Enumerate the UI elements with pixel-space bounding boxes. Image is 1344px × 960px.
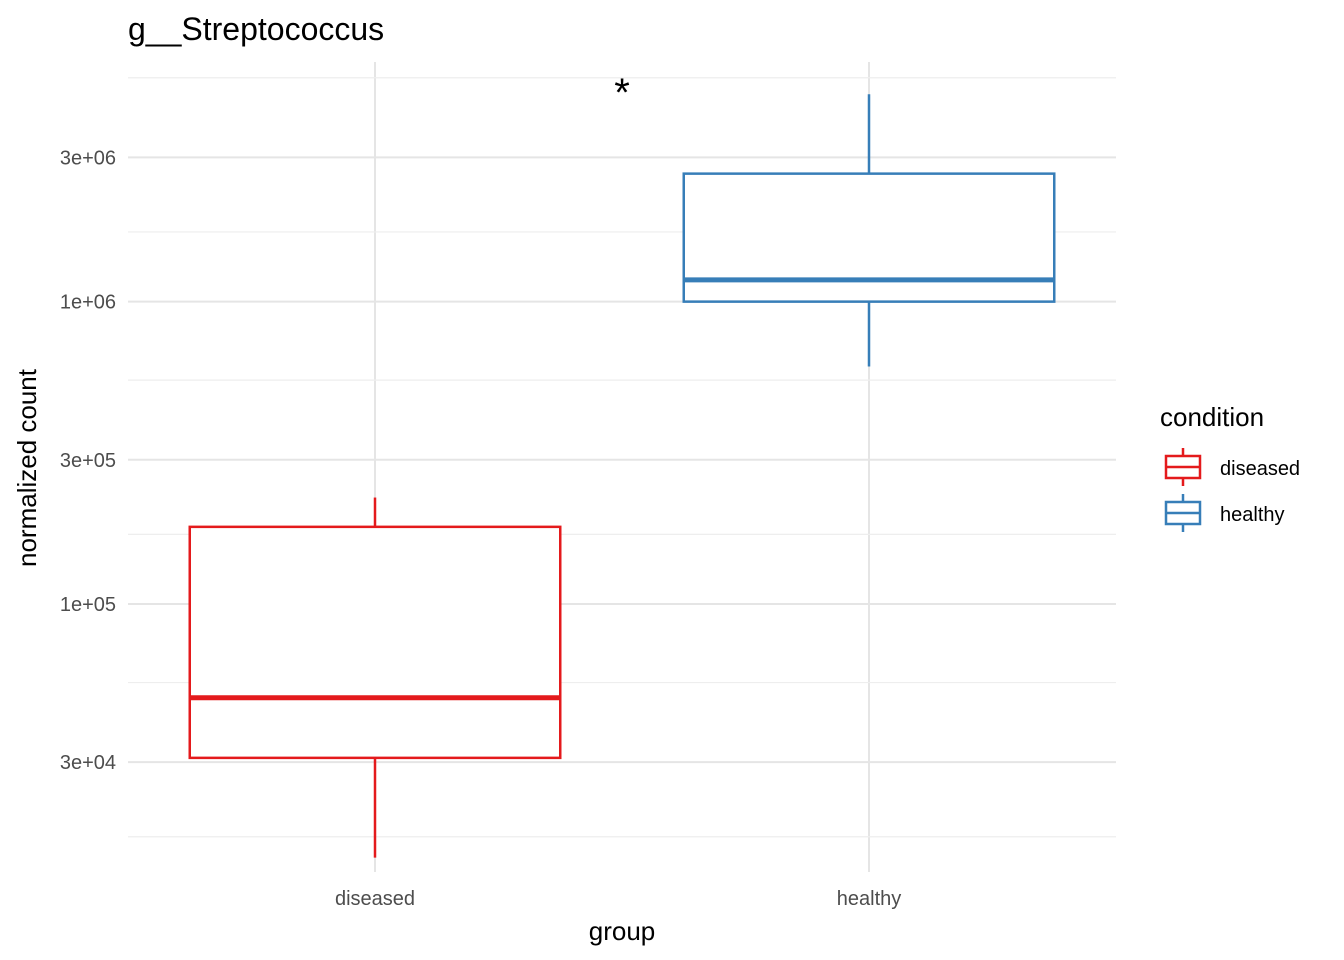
box-iqr: [682, 172, 1056, 303]
x-tick-label: healthy: [837, 888, 902, 910]
box-diseased: [188, 497, 562, 858]
x-axis-ticks: diseased healthy: [335, 888, 901, 910]
y-tick-label: 3e+05: [60, 450, 116, 472]
box-healthy: [682, 94, 1056, 367]
x-axis-title: group: [589, 916, 656, 946]
legend-item-diseased: diseased: [1164, 448, 1300, 486]
legend-label: healthy: [1220, 504, 1285, 526]
y-axis-title: normalized count: [12, 368, 42, 567]
legend: condition diseased healthy: [1160, 402, 1300, 532]
legend-item-healthy: healthy: [1164, 494, 1285, 532]
box-series: [188, 94, 1056, 858]
horizontal-gridlines: [128, 77, 1116, 838]
y-axis-ticks: 3e+04 1e+05 3e+05 1e+06 3e+06: [60, 147, 116, 774]
y-tick-label: 1e+05: [60, 594, 116, 616]
legend-title: condition: [1160, 402, 1264, 432]
y-tick-label: 1e+06: [60, 292, 116, 314]
x-tick-label: diseased: [335, 888, 415, 910]
significance-annotation: *: [614, 71, 630, 115]
y-tick-label: 3e+04: [60, 752, 116, 774]
box-iqr: [188, 525, 562, 760]
legend-label: diseased: [1220, 458, 1300, 480]
chart-title: g__Streptococcus: [128, 11, 384, 47]
y-tick-label: 3e+06: [60, 147, 116, 169]
